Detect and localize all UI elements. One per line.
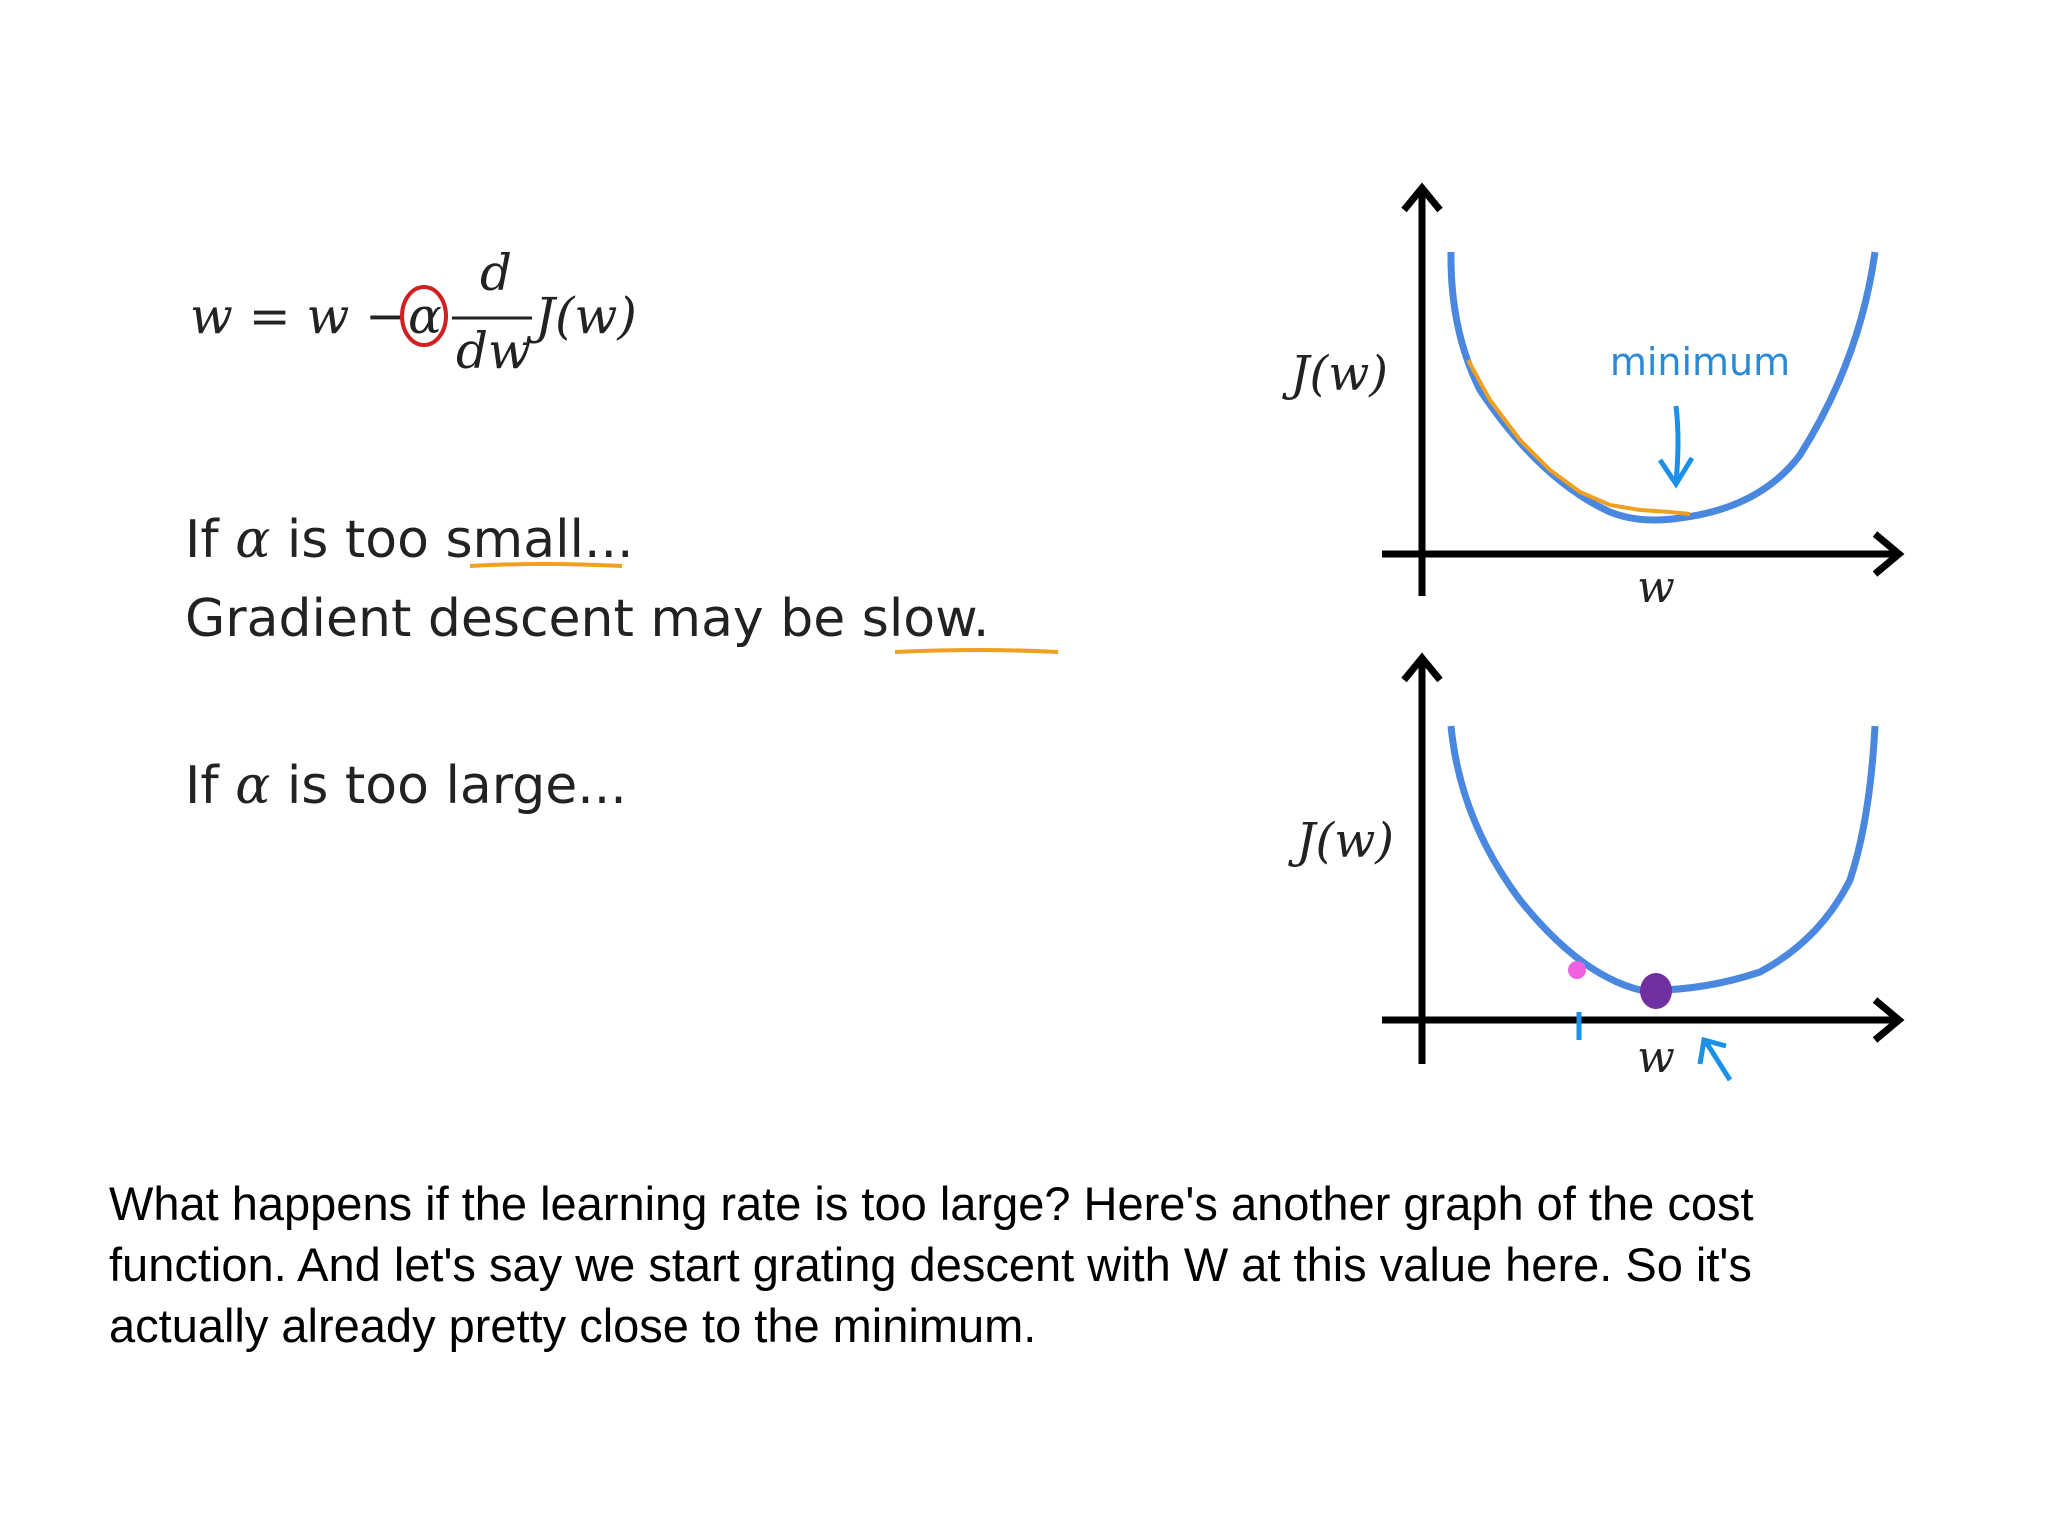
line-1: If α is too small...: [185, 510, 634, 570]
word: If: [185, 756, 220, 816]
start-point: [1568, 961, 1586, 979]
formula-alpha: α: [408, 287, 442, 345]
arrowhead: [1872, 531, 1905, 577]
word: If: [185, 510, 220, 570]
underline: [894, 648, 1059, 654]
line-2: Gradient descent may be slow.: [185, 589, 989, 649]
formula-num: d: [480, 244, 512, 302]
x-label: w: [1637, 1032, 1675, 1083]
word: is too small...: [287, 510, 634, 570]
sentence: Gradient descent may be slow.: [185, 589, 989, 649]
graph-bottom: J(w) w: [1287, 652, 1905, 1083]
y-label: J(w): [1287, 813, 1394, 869]
x-label: w: [1637, 562, 1675, 613]
gradient-steps: [1466, 359, 1691, 516]
formula-lhs: w = w −: [190, 287, 407, 345]
line-3: If α is too large...: [185, 756, 627, 816]
alpha: α: [235, 510, 270, 570]
pointer-arrow: [1697, 1036, 1733, 1082]
arrowhead: [1401, 652, 1443, 683]
alpha-circle: [400, 285, 448, 347]
formula-den: dw: [456, 322, 531, 380]
caption-line: What happens if the learning rate is too…: [109, 1177, 1754, 1230]
caption-line: actually already pretty close to the min…: [109, 1299, 1036, 1352]
minimum-point: [1640, 973, 1672, 1009]
formula-rhs: J(w): [526, 287, 637, 345]
cost-curve: [1447, 725, 1879, 994]
annotation: minimum: [1610, 340, 1790, 384]
cost-curve: [1447, 251, 1879, 524]
caption: What happens if the learning rate is too…: [109, 1177, 1754, 1352]
graph-top: J(w) w minimum: [1281, 182, 1905, 613]
y-label: J(w): [1281, 346, 1388, 402]
alpha: α: [235, 756, 270, 816]
formula: w = w − α d dw J(w): [190, 244, 637, 380]
underline: [469, 562, 623, 568]
arrowhead: [1401, 182, 1443, 213]
annotation-arrow: [1657, 405, 1695, 489]
caption-line: function. And let's say we start grating…: [109, 1238, 1752, 1291]
word: is too large...: [287, 756, 627, 816]
arrowhead: [1872, 997, 1905, 1043]
